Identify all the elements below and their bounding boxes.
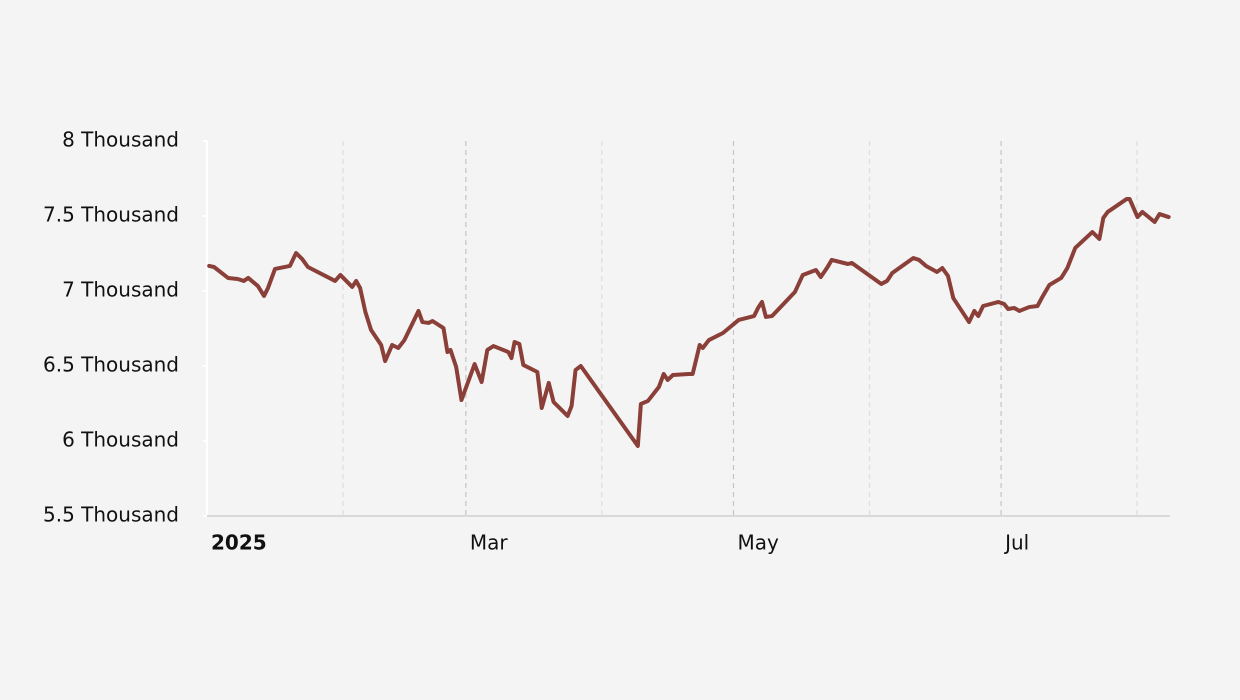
y-tick-label: 6 Thousand (62, 428, 179, 452)
x-tick-label: 2025 (211, 531, 267, 555)
y-tick-label: 6.5 Thousand (43, 353, 179, 377)
y-tick-label: 7 Thousand (62, 278, 179, 302)
y-tick-label: 7.5 Thousand (43, 203, 179, 227)
x-tick-label: May (737, 531, 779, 555)
data-line (207, 197, 1171, 448)
y-tick-label: 8 Thousand (62, 128, 179, 152)
y-tick-label: 5.5 Thousand (43, 503, 179, 527)
x-tick-label: Jul (1003, 531, 1029, 555)
x-tick-label: Mar (470, 531, 509, 555)
